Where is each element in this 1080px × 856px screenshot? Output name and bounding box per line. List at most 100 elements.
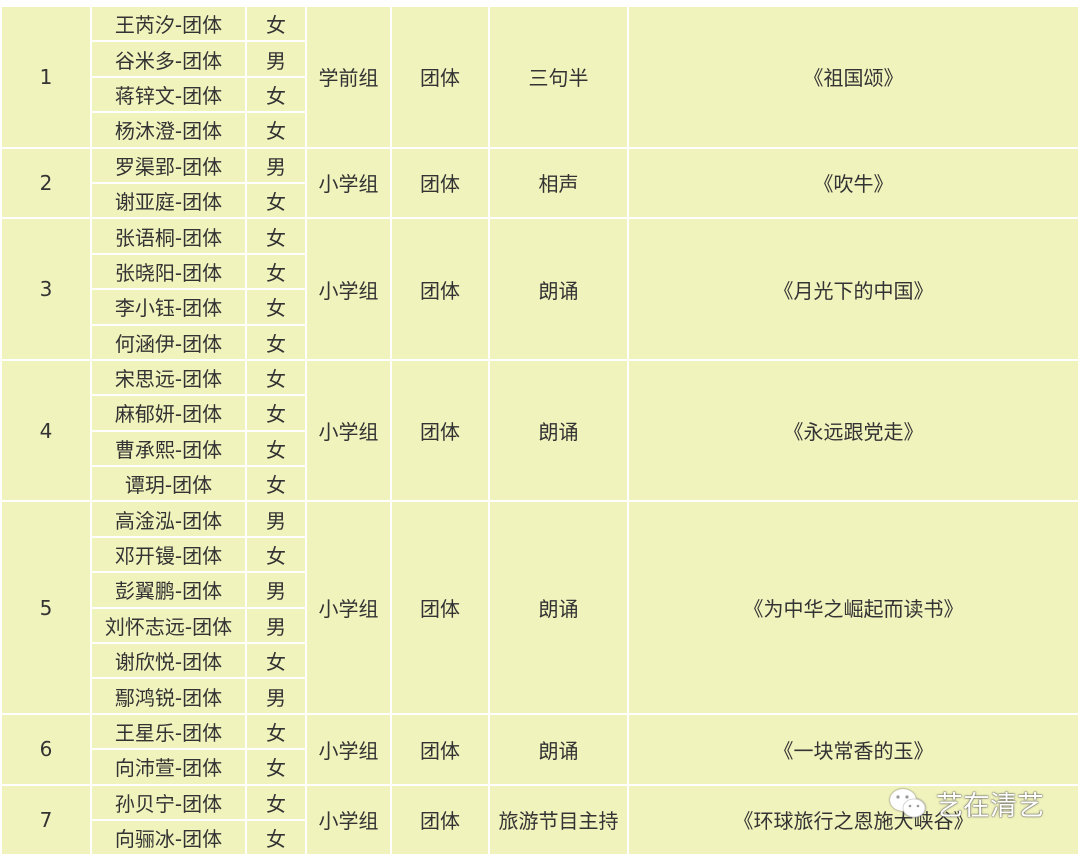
table-row: 麻郁妍-团体女 xyxy=(2,396,1078,430)
watermark: 艺在清艺 xyxy=(888,784,1044,823)
category-cell: 朗诵 xyxy=(490,502,627,713)
title-cell: 《月光下的中国》 xyxy=(629,219,1078,359)
member-name: 向沛萱-团体 xyxy=(92,750,245,784)
watermark-text: 艺在清艺 xyxy=(936,791,1044,822)
title-cell: 《一块常香的玉》 xyxy=(629,714,1078,784)
table-row: 7 孙贝宁-团体女小学组 团体 旅游节目主持 《环球旅行之恩施大峡谷》 xyxy=(2,785,1078,855)
table-row: 2 罗渠郢-团体男小学组 团体 相声 《吹牛》 xyxy=(2,148,1078,218)
member-gender: 女 xyxy=(247,183,305,218)
row-number: 1 xyxy=(2,7,90,147)
group-cell: 小学组 xyxy=(307,785,390,855)
member-name: 孙贝宁-团体 xyxy=(92,785,245,819)
member-gender: 女 xyxy=(247,537,305,572)
row-number: 2 xyxy=(2,148,90,218)
type-cell: 团体 xyxy=(392,148,488,218)
title-cell: 《永远跟党走》 xyxy=(629,360,1078,501)
type-cell: 团体 xyxy=(392,714,488,784)
member-gender: 男 xyxy=(247,573,305,607)
member-gender: 女 xyxy=(247,360,305,395)
table-row: 5 高淦泓-团体男小学组 团体 朗诵 《为中华之崛起而读书》 xyxy=(2,502,1078,713)
member-gender: 男 xyxy=(247,679,305,713)
member-name: 鄢鸿锐-团体 xyxy=(92,679,245,713)
member-name: 刘怀志远-团体 xyxy=(92,608,245,643)
category-cell: 三句半 xyxy=(490,7,627,147)
member-name: 曹承熙-团体 xyxy=(92,431,245,466)
member-name: 谢亚庭-团体 xyxy=(92,183,245,218)
member-gender: 女 xyxy=(247,290,305,324)
group-cell: 小学组 xyxy=(307,360,390,501)
group-cell: 小学组 xyxy=(307,502,390,713)
table-row: 鄢鸿锐-团体男 xyxy=(2,679,1078,713)
row-number: 3 xyxy=(2,219,90,359)
table-row: 邓开镘-团体女 xyxy=(2,537,1078,572)
title-cell: 《祖国颂》 xyxy=(629,7,1078,147)
table-row: 谷米多-团体男 xyxy=(2,42,1078,76)
wechat-icon xyxy=(890,788,926,817)
member-gender: 女 xyxy=(247,325,305,359)
table-row: 4 宋思远-团体女小学组 团体 朗诵 《永远跟党走》 xyxy=(2,360,1078,501)
category-cell: 朗诵 xyxy=(490,360,627,501)
member-gender: 男 xyxy=(247,42,305,76)
member-name: 罗渠郢-团体 xyxy=(92,148,245,182)
table-row: 向沛萱-团体女 xyxy=(2,750,1078,784)
member-gender: 女 xyxy=(247,467,305,501)
type-cell: 团体 xyxy=(392,219,488,359)
table-row: 何涵伊-团体女 xyxy=(2,325,1078,359)
member-gender: 女 xyxy=(247,820,305,855)
member-name: 杨沐澄-团体 xyxy=(92,113,245,147)
member-name: 王星乐-团体 xyxy=(92,714,245,749)
member-gender: 女 xyxy=(247,77,305,112)
member-gender: 女 xyxy=(247,431,305,466)
row-number: 6 xyxy=(2,714,90,784)
table-row: 3 张语桐-团体女小学组 团体 朗诵 《月光下的中国》 xyxy=(2,219,1078,359)
row-number: 5 xyxy=(2,502,90,713)
table-row: 彭翼鹏-团体男 xyxy=(2,573,1078,607)
member-name: 邓开镘-团体 xyxy=(92,537,245,572)
table-row: 谢亚庭-团体女 xyxy=(2,183,1078,218)
table-row: 李小钰-团体女 xyxy=(2,290,1078,324)
member-gender: 男 xyxy=(247,148,305,182)
table-row: 蒋锌文-团体女 xyxy=(2,77,1078,112)
group-cell: 小学组 xyxy=(307,714,390,784)
group-cell: 小学组 xyxy=(307,148,390,218)
table-row: 刘怀志远-团体男 xyxy=(2,608,1078,643)
table-row: 杨沐澄-团体女 xyxy=(2,113,1078,147)
member-name: 宋思远-团体 xyxy=(92,360,245,395)
type-cell: 团体 xyxy=(392,7,488,147)
table-row: 6 王星乐-团体女小学组 团体 朗诵 《一块常香的玉》 xyxy=(2,714,1078,784)
category-cell: 旅游节目主持 xyxy=(490,785,627,855)
member-name: 谷米多-团体 xyxy=(92,42,245,76)
program-table: 1 王芮汐-团体女学前组 团体 三句半 《祖国颂》 谷米多-团体男蒋锌文-团体女杨沐澄-团… xyxy=(0,5,1080,856)
table-row: 曹承熙-团体女 xyxy=(2,431,1078,466)
table-row: 1 王芮汐-团体女学前组 团体 三句半 《祖国颂》 xyxy=(2,7,1078,147)
member-name: 谭玥-团体 xyxy=(92,467,245,501)
row-number: 4 xyxy=(2,360,90,501)
member-gender: 女 xyxy=(247,396,305,430)
member-name: 谢欣悦-团体 xyxy=(92,644,245,678)
title-cell: 《环球旅行之恩施大峡谷》 xyxy=(629,785,1078,855)
type-cell: 团体 xyxy=(392,785,488,855)
member-gender: 女 xyxy=(247,254,305,289)
member-gender: 男 xyxy=(247,608,305,643)
table-row: 向骊冰-团体女 xyxy=(2,820,1078,855)
category-cell: 朗诵 xyxy=(490,714,627,784)
type-cell: 团体 xyxy=(392,502,488,713)
member-name: 王芮汐-团体 xyxy=(92,7,245,41)
table-row: 谢欣悦-团体女 xyxy=(2,644,1078,678)
row-number: 7 xyxy=(2,785,90,855)
member-name: 张语桐-团体 xyxy=(92,219,245,253)
member-gender: 女 xyxy=(247,714,305,749)
type-cell: 团体 xyxy=(392,360,488,501)
member-gender: 女 xyxy=(247,750,305,784)
member-gender: 女 xyxy=(247,7,305,41)
member-name: 张晓阳-团体 xyxy=(92,254,245,289)
member-gender: 女 xyxy=(247,219,305,253)
group-cell: 小学组 xyxy=(307,219,390,359)
member-gender: 女 xyxy=(247,785,305,819)
member-name: 麻郁妍-团体 xyxy=(92,396,245,430)
member-name: 向骊冰-团体 xyxy=(92,820,245,855)
table-row: 张晓阳-团体女 xyxy=(2,254,1078,289)
member-name: 何涵伊-团体 xyxy=(92,325,245,359)
member-name: 李小钰-团体 xyxy=(92,290,245,324)
table-row: 谭玥-团体女 xyxy=(2,467,1078,501)
